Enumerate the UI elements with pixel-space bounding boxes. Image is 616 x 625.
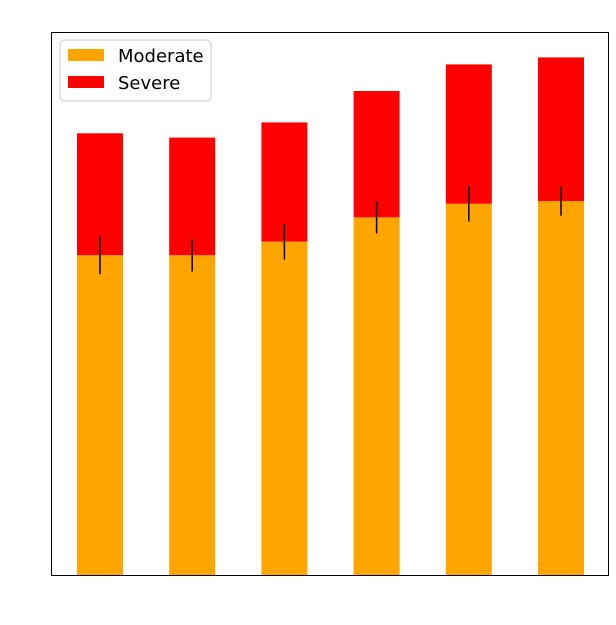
error-bars-layer — [99, 185, 562, 275]
bar-severe-5 — [445, 64, 492, 204]
bar-moderate-1 — [77, 255, 123, 575]
bar-severe-2 — [169, 137, 216, 256]
bar-moderate-4 — [353, 217, 400, 576]
bar-severe-3 — [261, 122, 308, 242]
legend-label-severe: Severe — [118, 73, 180, 94]
bar-moderate-6 — [538, 201, 584, 575]
bar-moderate-5 — [445, 203, 492, 575]
plot-frame — [51, 32, 609, 576]
legend-swatch-severe — [68, 76, 104, 88]
legend-swatch-moderate — [68, 49, 104, 61]
legend-label-moderate: Moderate — [118, 46, 204, 67]
bar-moderate-2 — [169, 255, 216, 575]
bar-severe-4 — [353, 91, 400, 218]
bar-severe-1 — [77, 133, 123, 256]
legend: Moderate Severe — [59, 39, 212, 102]
bars-layer — [77, 57, 584, 576]
bar-moderate-3 — [261, 241, 308, 575]
bar-severe-6 — [538, 57, 584, 202]
